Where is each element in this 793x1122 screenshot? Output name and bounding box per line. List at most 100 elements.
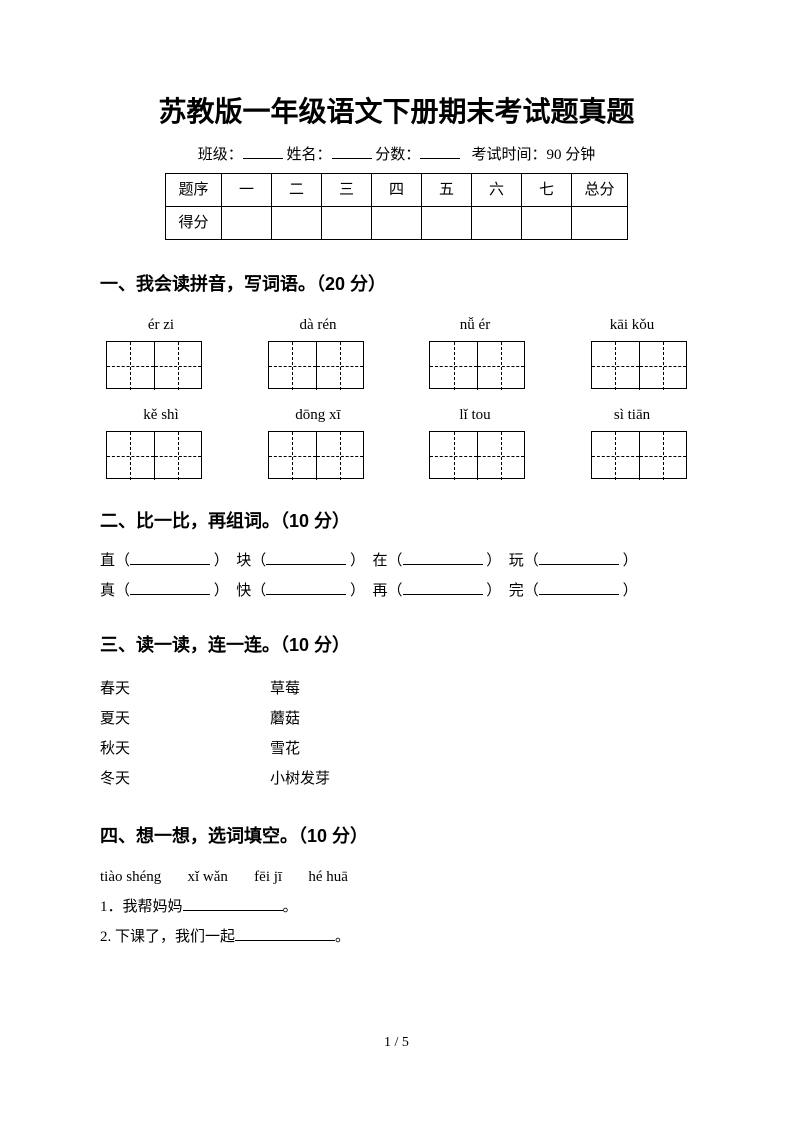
cell-blank[interactable] <box>222 206 272 239</box>
pinyin: kě shì <box>106 403 216 427</box>
match-item: 草莓 <box>270 674 330 704</box>
class-blank[interactable] <box>243 144 283 159</box>
txt: 直（ <box>100 553 130 569</box>
cell-blank[interactable] <box>272 206 322 239</box>
match-right-col: 草莓 蘑菇 雪花 小树发芽 <box>270 674 330 794</box>
section1-title: 一、我会读拼音，写词语。（20 分） <box>100 270 693 299</box>
pinyin: ér zi <box>106 313 216 337</box>
fill-blank[interactable] <box>183 896 283 911</box>
fill-blank[interactable] <box>403 550 483 565</box>
score-blank[interactable] <box>420 144 460 159</box>
class-label: 班级： <box>198 147 243 163</box>
exam-page: { "title": "苏教版一年级语文下册期末考试题真题", "meta": … <box>100 90 693 1082</box>
cell-blank[interactable] <box>572 206 628 239</box>
cell: 七 <box>522 173 572 206</box>
cell: 总分 <box>572 173 628 206</box>
cell: 六 <box>472 173 522 206</box>
q4-item2: 2. 下课了，我们一起 。 <box>100 925 693 949</box>
option: hé huā <box>308 869 348 885</box>
pinyin: dōng xī <box>263 403 373 427</box>
q2-line1: 直（ ） 块（ ） 在（ ） 玩（ ） <box>100 549 693 573</box>
pinyin-row: kě shì dōng xī lǐ tou sì tiān <box>106 403 687 431</box>
pinyin: lǐ tou <box>420 403 530 427</box>
fill-blank[interactable] <box>130 550 210 565</box>
fill-blank[interactable] <box>539 550 619 565</box>
tianzige[interactable] <box>268 431 364 479</box>
cell: 三 <box>322 173 372 206</box>
tianzige[interactable] <box>268 341 364 389</box>
tianzige[interactable] <box>591 341 687 389</box>
cell: 一 <box>222 173 272 206</box>
txt: ） 完（ <box>486 583 539 599</box>
txt: 1．我帮妈妈 <box>100 899 183 915</box>
cell-blank[interactable] <box>522 206 572 239</box>
match-item: 秋天 <box>100 734 130 764</box>
pinyin-row: ér zi dà rén nǚ ér kāi kǒu <box>106 313 687 341</box>
cell-blank[interactable] <box>322 206 372 239</box>
txt: ） 快（ <box>214 583 267 599</box>
cell: 题序 <box>166 173 222 206</box>
txt: ） <box>623 553 638 569</box>
txt: 。 <box>283 899 298 915</box>
tianzige[interactable] <box>106 431 202 479</box>
txt: 2. 下课了，我们一起 <box>100 929 235 945</box>
tianzige[interactable] <box>591 431 687 479</box>
fill-blank[interactable] <box>266 550 346 565</box>
txt: ） <box>623 583 638 599</box>
cell: 五 <box>422 173 472 206</box>
txt: ） 玩（ <box>486 553 539 569</box>
cell-blank[interactable] <box>472 206 522 239</box>
cell-blank[interactable] <box>422 206 472 239</box>
pinyin: dà rén <box>263 313 373 337</box>
cell-blank[interactable] <box>372 206 422 239</box>
match-item: 夏天 <box>100 704 130 734</box>
section4-title: 四、想一想，选词填空。（10 分） <box>100 822 693 851</box>
fill-blank[interactable] <box>235 926 335 941</box>
section3-title: 三、读一读，连一连。（10 分） <box>100 631 693 660</box>
match-left-col: 春天 夏天 秋天 冬天 <box>100 674 130 794</box>
pinyin: kāi kǒu <box>577 313 687 337</box>
cell: 得分 <box>166 206 222 239</box>
match-item: 蘑菇 <box>270 704 330 734</box>
pinyin: sì tiān <box>577 403 687 427</box>
fill-blank[interactable] <box>130 580 210 595</box>
match-item: 冬天 <box>100 764 130 794</box>
q4-item1: 1．我帮妈妈 。 <box>100 895 693 919</box>
meta-line: 班级： 姓名： 分数： 考试时间：90 分钟 <box>100 143 693 167</box>
q4-options: tiào shéng xǐ wǎn fēi jī hé huā <box>100 865 693 889</box>
tianzige-row <box>106 431 687 479</box>
match-item: 雪花 <box>270 734 330 764</box>
fill-blank[interactable] <box>403 580 483 595</box>
txt: ） 在（ <box>350 553 403 569</box>
tianzige-row <box>106 341 687 389</box>
tianzige[interactable] <box>429 341 525 389</box>
match-item: 小树发芽 <box>270 764 330 794</box>
txt: 。 <box>335 929 350 945</box>
option: fēi jī <box>254 869 282 885</box>
fill-blank[interactable] <box>539 580 619 595</box>
score-table: 题序 一 二 三 四 五 六 七 总分 得分 <box>165 173 628 240</box>
txt: 真（ <box>100 583 130 599</box>
cell: 二 <box>272 173 322 206</box>
doc-title: 苏教版一年级语文下册期末考试题真题 <box>100 90 693 135</box>
time-label: 考试时间：90 分钟 <box>472 147 596 163</box>
cell: 四 <box>372 173 422 206</box>
tianzige[interactable] <box>429 431 525 479</box>
score-label: 分数： <box>375 147 420 163</box>
option: tiào shéng <box>100 869 161 885</box>
page-number: 1 / 5 <box>100 1032 693 1054</box>
q2-line2: 真（ ） 快（ ） 再（ ） 完（ ） <box>100 579 693 603</box>
match-item: 春天 <box>100 674 130 704</box>
txt: ） 块（ <box>214 553 267 569</box>
option: xǐ wǎn <box>188 869 228 885</box>
section2-title: 二、比一比，再组词。（10 分） <box>100 507 693 536</box>
pinyin: nǚ ér <box>420 313 530 337</box>
name-blank[interactable] <box>332 144 372 159</box>
table-row: 题序 一 二 三 四 五 六 七 总分 <box>166 173 628 206</box>
fill-blank[interactable] <box>266 580 346 595</box>
name-label: 姓名： <box>286 147 331 163</box>
txt: ） 再（ <box>350 583 403 599</box>
match-block: 春天 夏天 秋天 冬天 草莓 蘑菇 雪花 小树发芽 <box>100 674 693 794</box>
table-row: 得分 <box>166 206 628 239</box>
tianzige[interactable] <box>106 341 202 389</box>
